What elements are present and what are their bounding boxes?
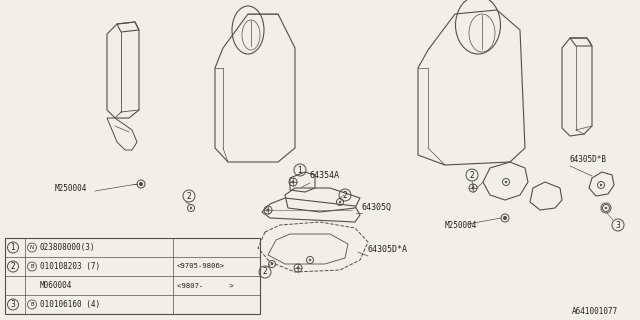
Text: 2: 2 (470, 171, 474, 180)
Text: 1: 1 (298, 165, 302, 174)
Circle shape (296, 267, 300, 269)
Text: 64305D*B: 64305D*B (570, 155, 607, 164)
Circle shape (339, 201, 341, 203)
Text: 010108203 (7): 010108203 (7) (40, 262, 100, 271)
Text: B: B (30, 302, 34, 307)
Text: 1: 1 (11, 243, 15, 252)
Circle shape (266, 209, 269, 212)
Text: 64305D*A: 64305D*A (368, 245, 408, 254)
Circle shape (291, 180, 294, 183)
Text: M060004: M060004 (40, 281, 72, 290)
Circle shape (504, 217, 506, 220)
Text: 2: 2 (11, 262, 15, 271)
Circle shape (140, 182, 143, 186)
Text: A641001077: A641001077 (572, 307, 618, 316)
Text: 010106160 (4): 010106160 (4) (40, 300, 100, 309)
Text: M250004: M250004 (445, 221, 477, 230)
Circle shape (600, 184, 602, 186)
Text: 3: 3 (11, 300, 15, 309)
Text: 64305Q: 64305Q (362, 203, 392, 212)
Text: B: B (30, 264, 34, 269)
Text: 2: 2 (262, 268, 268, 276)
Text: 2: 2 (342, 190, 348, 199)
Text: <9807-      >: <9807- > (177, 283, 234, 289)
Text: 3: 3 (616, 220, 620, 229)
Text: N: N (30, 245, 34, 250)
Text: <9705-9806>: <9705-9806> (177, 263, 225, 269)
Text: 2: 2 (187, 191, 191, 201)
Circle shape (472, 187, 474, 189)
Text: 64354A: 64354A (310, 171, 340, 180)
Circle shape (605, 207, 607, 209)
Text: 023808000(3): 023808000(3) (40, 243, 95, 252)
Circle shape (309, 259, 311, 261)
Text: M250004: M250004 (55, 184, 88, 193)
Circle shape (505, 181, 507, 183)
Circle shape (190, 207, 192, 209)
Circle shape (271, 263, 273, 265)
